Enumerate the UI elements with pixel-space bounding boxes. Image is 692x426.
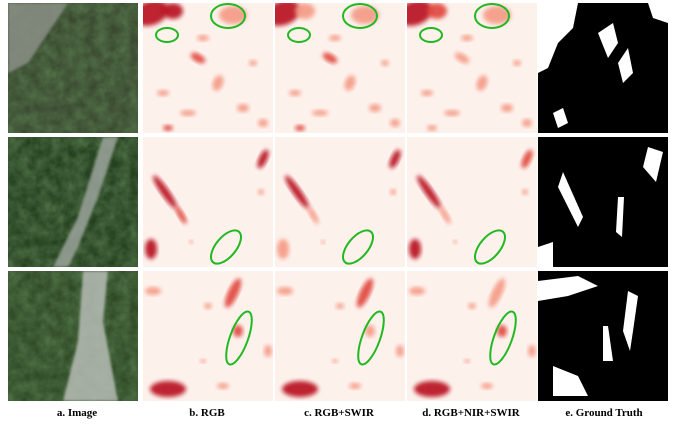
heat-blob (157, 90, 169, 96)
panel-grid (8, 0, 668, 401)
heat-blob (282, 381, 318, 397)
heat-blob (277, 287, 293, 295)
panel-content (538, 3, 668, 133)
heat-blob (409, 287, 425, 295)
panel-content (275, 137, 405, 269)
heat-blob (369, 104, 381, 112)
heat-blob (237, 104, 249, 112)
heat-blob (249, 60, 257, 66)
heat-blob (277, 239, 289, 259)
panel-content (8, 3, 138, 133)
heat-blob (321, 240, 325, 244)
image-panel (130, 0, 273, 133)
image-panel (538, 3, 668, 133)
caption: b. RGB (189, 407, 225, 419)
heat-blob (150, 381, 186, 397)
heat-blob (329, 35, 341, 41)
heat-blob (396, 345, 404, 357)
panel-content (143, 271, 273, 401)
heat-blob (336, 303, 344, 309)
image-panel (275, 137, 405, 269)
heat-blob (163, 3, 183, 19)
image-panel (262, 0, 405, 133)
panel-content (538, 271, 668, 401)
heatmap-bg (143, 3, 273, 133)
panel-content (407, 137, 537, 269)
image-panel (8, 271, 138, 401)
panel-content (8, 137, 138, 267)
heat-blob (390, 189, 396, 195)
panel-content (394, 0, 537, 133)
heat-blob (513, 60, 521, 66)
image-panel (538, 271, 668, 401)
heat-blob (427, 125, 437, 131)
heat-blob (522, 189, 528, 195)
panel-content (262, 0, 405, 133)
heat-blob (390, 119, 400, 127)
panel-content (8, 271, 138, 401)
heat-blob (349, 383, 361, 389)
heatmap-bg (275, 3, 405, 133)
panel-content (130, 0, 273, 133)
heat-blob (295, 3, 315, 19)
panel-content (407, 271, 537, 401)
heat-blob (258, 119, 268, 127)
heat-blob (217, 383, 229, 389)
heat-blob (145, 239, 157, 259)
panel-content (275, 271, 405, 401)
image-panel (8, 137, 138, 267)
heat-blob (501, 104, 513, 112)
heat-blob (427, 3, 447, 19)
caption: c. RGB+SWIR (304, 407, 375, 419)
heat-blob (189, 240, 193, 244)
panel-content (538, 137, 668, 267)
image-panel (407, 137, 537, 269)
heat-blob (421, 90, 433, 96)
heat-blob (464, 359, 470, 363)
image-panel (394, 0, 537, 133)
image-panel (275, 271, 405, 401)
heat-blob (414, 381, 450, 397)
heat-blob (197, 35, 209, 41)
heatmap-bg (407, 3, 537, 133)
heat-blob (481, 383, 493, 389)
heat-blob (409, 239, 421, 259)
image-panel (407, 271, 537, 401)
caption: e. Ground Truth (565, 407, 642, 419)
heat-blob (163, 125, 173, 131)
heat-blob (522, 119, 532, 127)
heatmap-bg (143, 137, 273, 267)
image-panel (8, 3, 138, 133)
heat-blob (453, 240, 457, 244)
heat-blob (332, 359, 338, 363)
heat-blob (204, 303, 212, 309)
caption: a. Image (57, 407, 97, 419)
heat-blob (468, 303, 476, 309)
panel-content (143, 137, 273, 269)
heat-blob (145, 287, 161, 295)
heat-blob (200, 359, 206, 363)
heat-blob (528, 345, 536, 357)
heat-blob (381, 60, 389, 66)
heat-blob (295, 125, 305, 131)
image-panel (538, 137, 668, 267)
caption: d. RGB+NIR+SWIR (422, 407, 521, 419)
captions: a. Image b. RGB c. RGB+SWIR d. RGB+NIR+S… (57, 407, 643, 419)
image-panel (143, 271, 273, 401)
heat-blob (312, 110, 328, 116)
heat-blob (444, 110, 460, 116)
heat-blob (461, 35, 473, 41)
heat-blob (289, 90, 301, 96)
heatmap-bg (275, 137, 405, 267)
heat-blob (180, 110, 196, 116)
heat-blob (264, 345, 272, 357)
figure: a. Image b. RGB c. RGB+SWIR d. RGB+NIR+S… (0, 0, 692, 426)
heatmap-bg (407, 137, 537, 267)
image-panel (143, 137, 273, 269)
heat-blob (258, 189, 264, 195)
